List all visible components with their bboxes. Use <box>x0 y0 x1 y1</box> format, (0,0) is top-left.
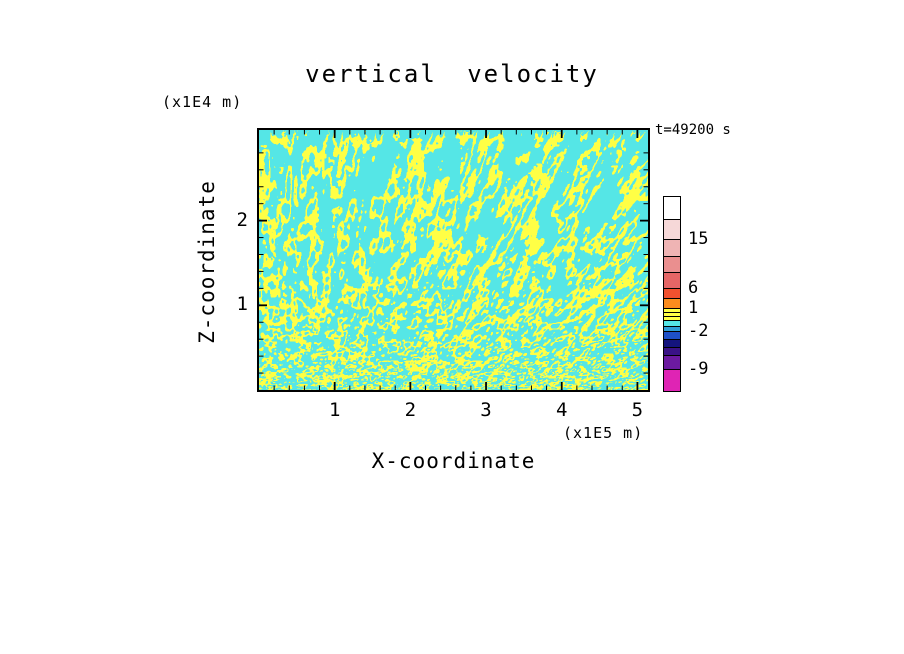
z-axis-title: Z-coordinate <box>195 180 219 344</box>
x-axis-unit-label: (x1E5 m) <box>563 424 644 442</box>
colorbar-label: 6 <box>688 278 699 298</box>
x-tick-label: 1 <box>328 399 341 421</box>
colorbar-segment <box>664 326 680 331</box>
colorbar-label: -9 <box>688 359 709 379</box>
colorbar-segment <box>664 219 680 239</box>
colorbar-label: 1 <box>688 298 699 318</box>
x-tick-label: 4 <box>555 399 568 421</box>
x-tick-label: 3 <box>480 399 492 421</box>
colorbar-segment <box>664 312 680 316</box>
colorbar-segment <box>664 320 680 326</box>
colorbar-segment <box>664 298 680 308</box>
axis-ticks <box>259 130 648 390</box>
colorbar-segment <box>664 331 680 339</box>
colorbar-segment <box>664 316 680 320</box>
colorbar-label: 15 <box>688 229 709 249</box>
z-tick-label: 2 <box>236 208 248 231</box>
chart-title: vertical velocity <box>305 60 599 88</box>
colorbar-segment <box>664 339 680 347</box>
colorbar-segment <box>664 369 680 391</box>
colorbar-segment <box>664 288 680 298</box>
colorbar-segment <box>664 355 680 369</box>
colorbar-segment <box>664 308 680 312</box>
colorbar-segment <box>664 347 680 355</box>
time-label: t=49200 s <box>655 122 731 138</box>
vertical-velocity-field <box>259 130 648 390</box>
colorbar-segment <box>664 239 680 256</box>
colorbar-segment <box>664 197 680 219</box>
z-tick-label: 1 <box>236 293 248 316</box>
x-tick-label: 5 <box>631 399 644 421</box>
colorbar-segment <box>664 256 680 272</box>
colorbar <box>663 196 681 392</box>
heatmap-plot <box>257 128 650 392</box>
colorbar-label: -2 <box>688 321 709 341</box>
colorbar-segment <box>664 272 680 288</box>
z-axis-unit-label: (x1E4 m) <box>162 93 243 111</box>
x-tick-label: 2 <box>404 399 417 421</box>
x-axis-title: X-coordinate <box>371 449 536 473</box>
